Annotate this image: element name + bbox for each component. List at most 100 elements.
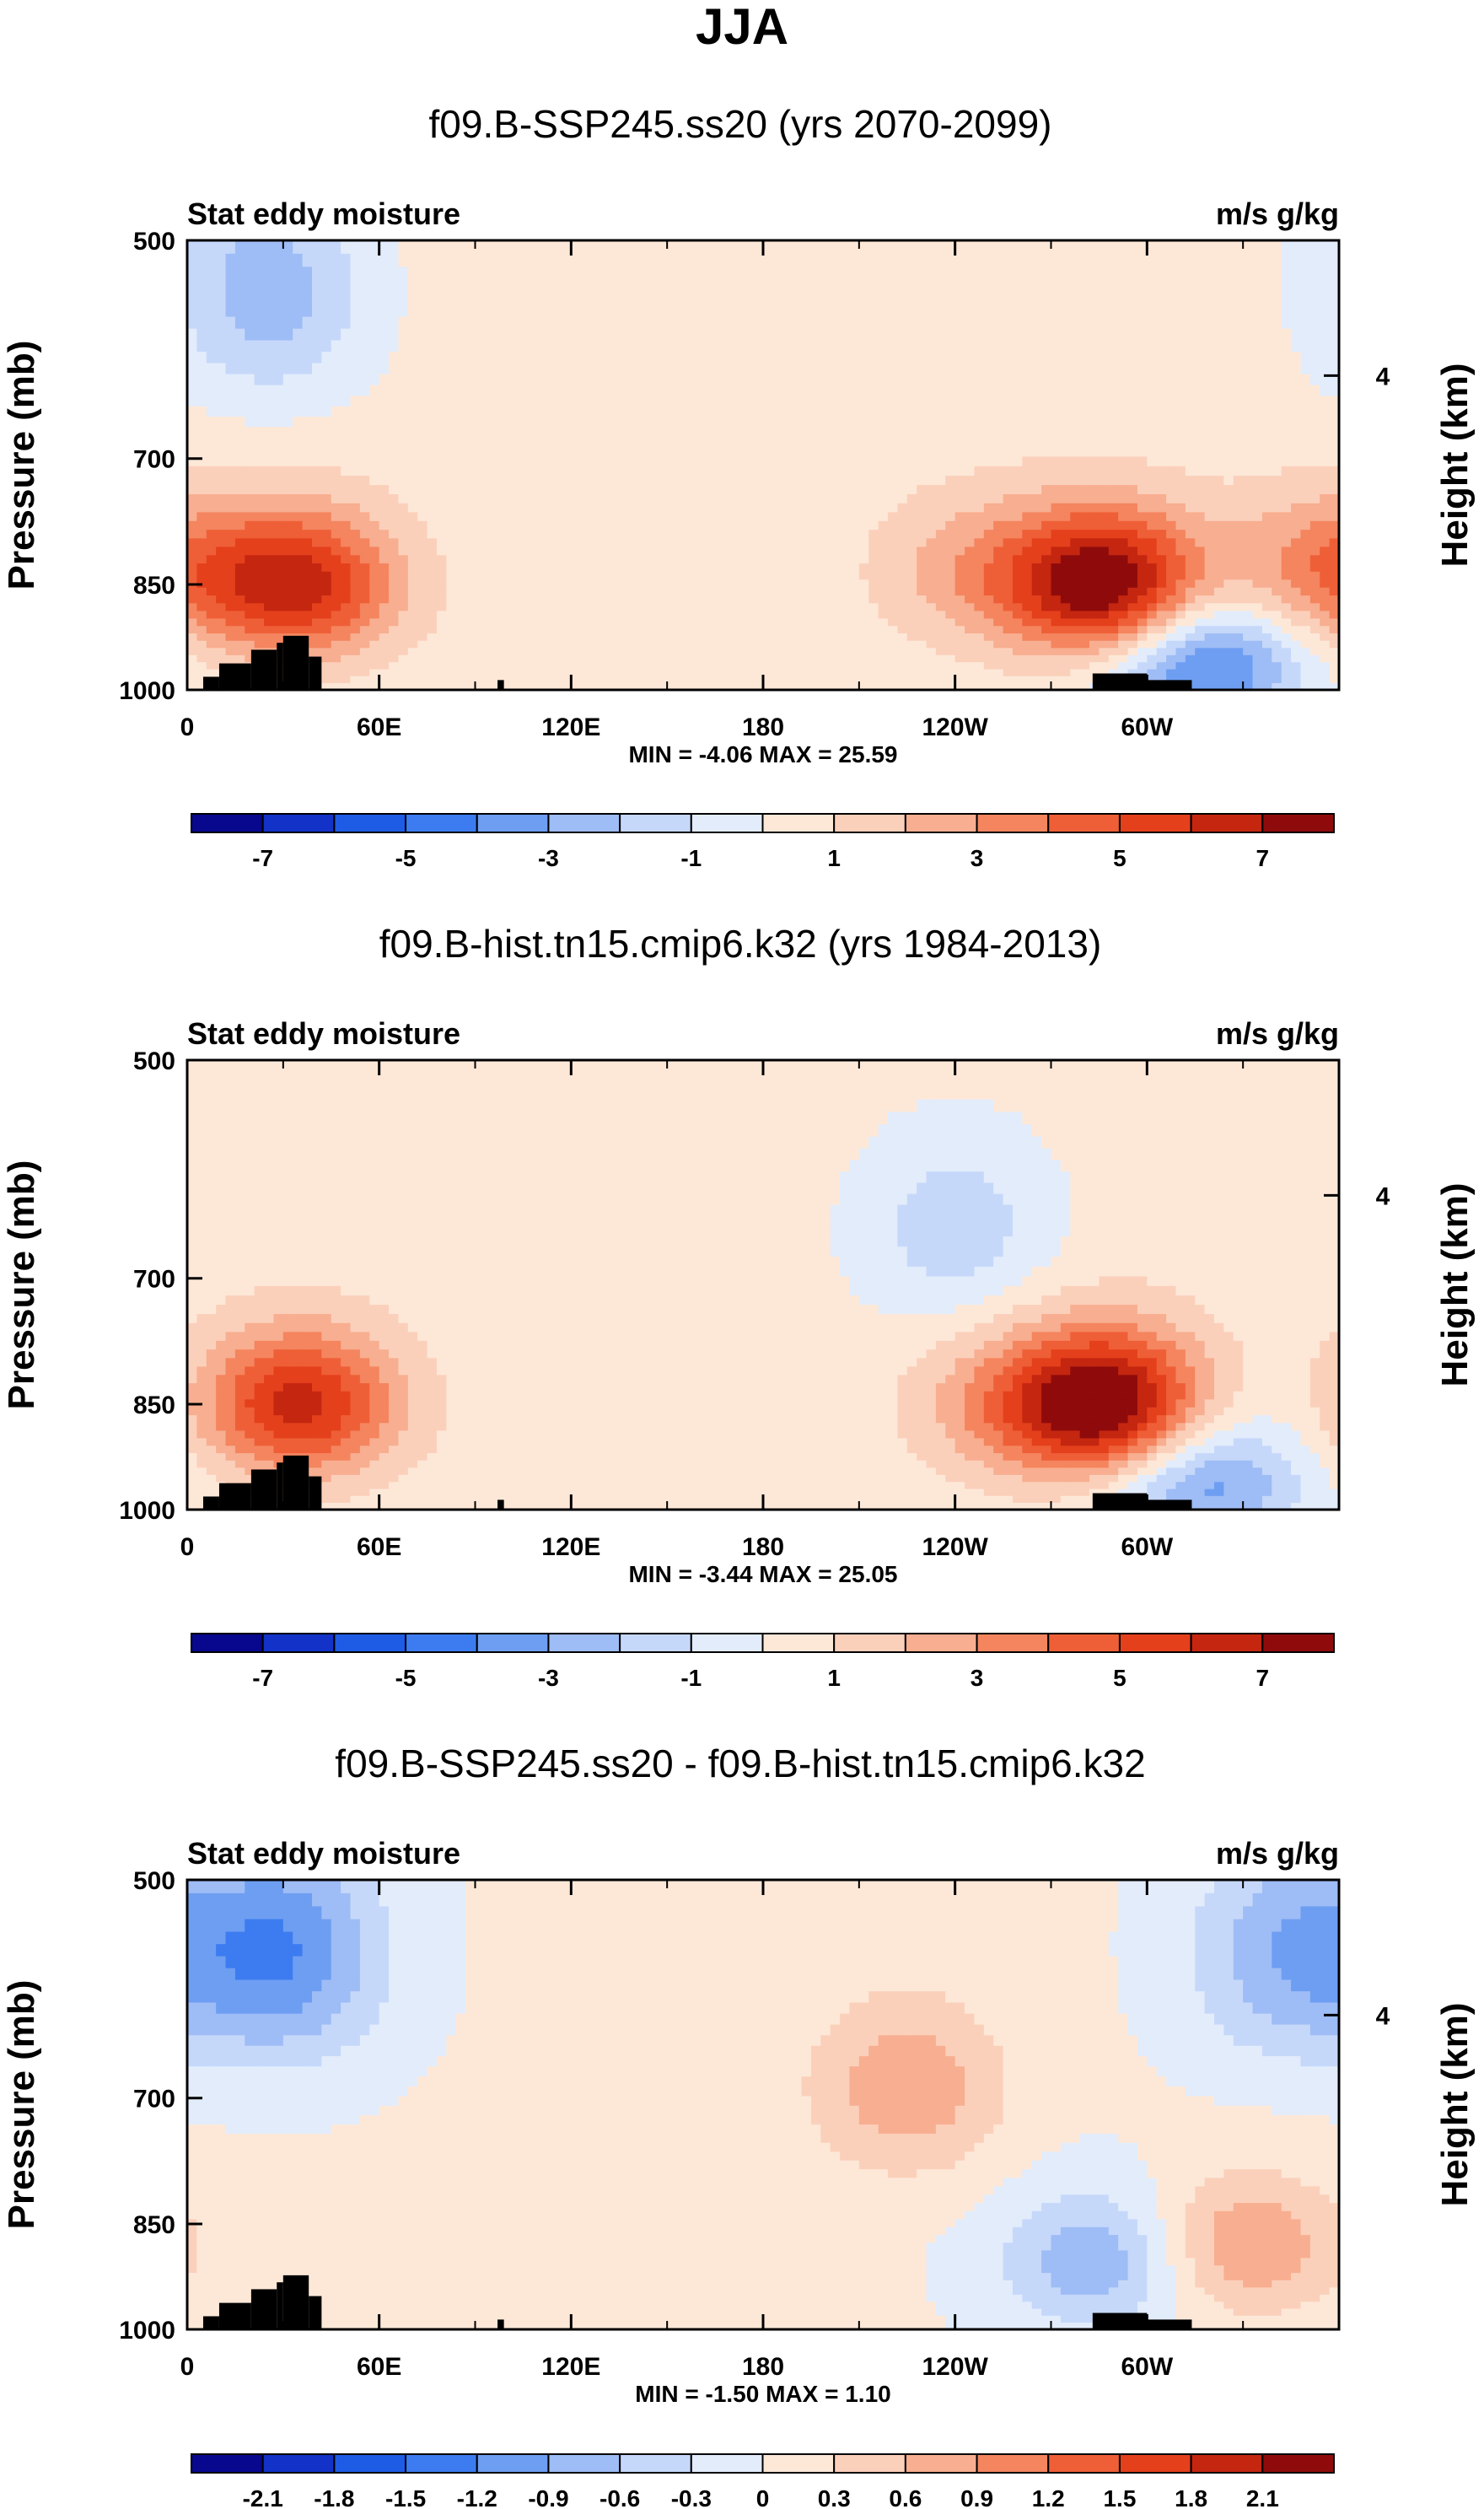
field-cell (1108, 587, 1119, 596)
field-cell (264, 363, 274, 375)
field-cell (1089, 267, 1100, 281)
field-cell (1070, 328, 1081, 341)
field-cell (676, 456, 687, 467)
field-cell (206, 292, 217, 305)
field-cell (1079, 396, 1090, 407)
field-cell (350, 328, 361, 341)
field-cell (917, 595, 927, 604)
field-cell (369, 530, 380, 539)
field-cell (1243, 571, 1253, 580)
field-cell (878, 476, 889, 486)
field-cell (763, 603, 773, 611)
field-cell (763, 520, 773, 530)
field-cell (965, 446, 975, 457)
field-cell (542, 579, 552, 589)
field-cell (734, 603, 745, 611)
field-cell (282, 476, 293, 486)
field-cell (906, 611, 917, 619)
field-cell (1272, 352, 1282, 363)
field-cell (580, 340, 591, 353)
field-cell (417, 485, 427, 495)
field-cell (1233, 279, 1244, 293)
field-cell (1031, 633, 1042, 642)
field-cell (216, 626, 226, 634)
field-cell (484, 352, 495, 363)
field-cell (1089, 485, 1100, 495)
field-cell (446, 396, 457, 407)
field-cell (1252, 571, 1263, 580)
field-cell (1223, 626, 1234, 634)
field-cell (1261, 520, 1272, 530)
field-cell (513, 563, 524, 573)
field-cell (1195, 466, 1206, 476)
field-cell (571, 579, 582, 589)
field-cell (234, 512, 245, 522)
field-cell (551, 292, 562, 305)
field-cell (580, 633, 591, 642)
field-cell (1281, 512, 1292, 522)
field-cell (1147, 316, 1158, 330)
field-cell (810, 626, 821, 634)
field-cell (321, 304, 332, 317)
field-cell (1022, 603, 1033, 611)
field-cell (293, 374, 303, 385)
field-cell (840, 640, 850, 649)
field-cell (772, 503, 783, 513)
field-cell (1243, 512, 1253, 522)
field-cell (609, 374, 620, 385)
field-cell (542, 446, 552, 457)
field-cell (1309, 352, 1320, 363)
field-cell (1022, 340, 1033, 353)
field-cell (484, 363, 495, 375)
field-cell (494, 466, 505, 476)
field-cell (868, 546, 879, 556)
field-cell (196, 466, 207, 476)
field-cell (1012, 494, 1023, 504)
field-cell (341, 512, 351, 522)
field-cell (196, 240, 207, 255)
field-cell (216, 328, 226, 341)
field-cell (753, 316, 764, 330)
field-cell (744, 456, 755, 467)
field-cell (858, 494, 869, 504)
field-cell (331, 304, 341, 317)
field-cell (350, 579, 361, 589)
field-cell (801, 279, 812, 293)
field-cell (1003, 595, 1014, 604)
field-cell (331, 520, 341, 530)
field-cell (935, 456, 946, 467)
field-cell (830, 571, 841, 580)
field-cell (1108, 633, 1119, 642)
field-cell (407, 304, 418, 317)
field-cell (1041, 466, 1051, 476)
field-cell (983, 494, 994, 504)
field-cell (705, 385, 716, 396)
field-cell (225, 611, 236, 619)
field-cell (753, 417, 764, 428)
field-cell (359, 417, 370, 428)
field-cell (446, 406, 457, 417)
field-cell (1137, 406, 1148, 417)
field-cell (993, 512, 1003, 522)
field-cell (196, 417, 207, 428)
field-cell (216, 603, 226, 611)
field-cell (897, 587, 908, 596)
field-cell (1147, 240, 1158, 255)
field-cell (1204, 253, 1215, 267)
field-cell (282, 595, 293, 604)
field-cell (724, 253, 735, 267)
field-cell (407, 633, 418, 642)
field-cell (561, 571, 572, 580)
field-cell (935, 494, 946, 504)
field-cell (187, 267, 197, 281)
field-cell (331, 316, 341, 330)
field-cell (1320, 563, 1331, 573)
field-cell (1185, 494, 1196, 504)
field-cell (542, 427, 552, 438)
field-cell (1147, 292, 1158, 305)
field-cell (897, 417, 908, 428)
field-cell (600, 292, 610, 305)
field-cell (1156, 446, 1167, 457)
field-cell (801, 618, 812, 627)
field-cell (1252, 340, 1263, 353)
